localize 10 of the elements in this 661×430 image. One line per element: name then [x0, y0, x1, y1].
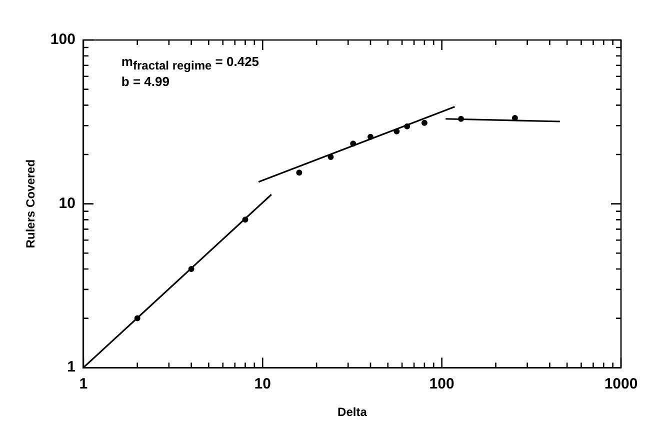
y-tick-label: 1	[67, 358, 76, 376]
annotation: b = 4.99	[121, 74, 170, 89]
x-tick-label: 10	[254, 376, 271, 393]
x-axis-title: Delta	[338, 405, 368, 420]
y-tick-label: 10	[58, 194, 76, 212]
x-tick-label: 100	[429, 376, 454, 393]
y-tick-label: 100	[50, 31, 76, 48]
y-axis-title: Rulers Covered	[24, 159, 38, 248]
x-tick-label: 1000	[604, 376, 638, 393]
x-tick-label: 1	[79, 376, 88, 393]
